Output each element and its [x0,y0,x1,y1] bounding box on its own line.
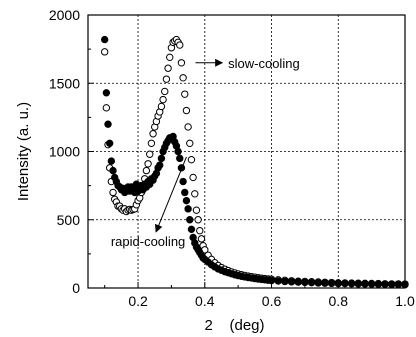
filled-point [107,157,116,165]
open-point [194,216,202,224]
filled-point [374,280,383,289]
filled-point [274,277,282,285]
y-axis-label: Intensity (a. u.) [15,102,32,201]
open-point [159,95,167,104]
open-point [146,150,154,158]
filled-point [361,280,369,288]
filled-point [179,177,187,186]
filled-point [394,280,403,289]
x-tick-label: 1.0 [395,293,415,309]
annotation-arrow [154,156,187,233]
x-axis-label: 2 (deg) [204,317,264,334]
filled-point [184,205,192,213]
filled-point [186,216,194,224]
y-tick-label: 1500 [49,75,80,91]
x-tick-label: 0.4 [195,293,215,309]
filled-point [341,279,349,288]
open-point [181,90,189,98]
y-tick-label: 2000 [49,7,80,23]
open-point [166,53,174,62]
filled-point [187,225,196,234]
open-point [157,102,166,111]
filled-point [387,280,396,289]
filled-point [354,280,362,288]
x-tick-label: 0.6 [262,293,282,309]
filled-point [307,278,316,287]
filled-point [301,278,309,287]
filled-point [327,279,336,288]
filled-point [174,147,182,156]
series-open-circle [100,35,409,288]
filled-point [156,161,164,169]
series-layer [100,35,409,289]
open-point [192,206,201,214]
filled-point [100,35,109,44]
y-tick-label: 500 [57,212,81,228]
open-point [100,48,109,56]
filled-point [314,279,322,287]
open-point [102,104,111,112]
filled-point [109,166,117,175]
filled-point [287,278,296,286]
axis-ticks: 0.2 0.4 0.6 0.8 1.0 0 500 1000 1500 2000 [49,7,415,309]
annotation-label: slow-cooling [228,56,300,71]
filled-point [294,278,302,286]
open-point [177,59,186,67]
y-tick-label: 1000 [49,144,80,160]
filled-point [347,280,356,288]
open-point [197,235,206,243]
open-point [196,226,204,235]
open-point [161,87,169,96]
open-point [186,139,194,148]
open-point [144,160,152,168]
filled-point [104,120,112,128]
filled-point [181,188,189,197]
filled-point [281,277,289,286]
filled-point [321,279,329,287]
open-point [187,155,196,164]
series-filled-circle [100,35,409,289]
open-point [189,173,197,182]
filled-point [381,280,389,289]
x-tick-label: 0.2 [128,293,148,309]
open-point [191,190,199,198]
filled-point [105,139,114,148]
annotation-label: rapid-cooling [111,234,185,249]
filled-point [157,154,166,163]
x-tick-label: 0.8 [329,293,349,309]
open-point [149,130,157,138]
y-tick-label: 0 [72,280,80,296]
open-point [184,123,192,131]
open-point [109,188,117,197]
annotations: slow-cooling rapid-cooling [111,56,300,249]
open-point [182,106,191,115]
open-point [176,41,184,49]
open-point [164,64,172,72]
open-point [147,139,156,148]
filled-point [176,154,184,163]
open-point [179,74,187,82]
grid [88,15,405,288]
open-point [162,75,171,83]
open-point [142,166,151,175]
filled-point [182,196,191,205]
filled-point [102,89,111,97]
